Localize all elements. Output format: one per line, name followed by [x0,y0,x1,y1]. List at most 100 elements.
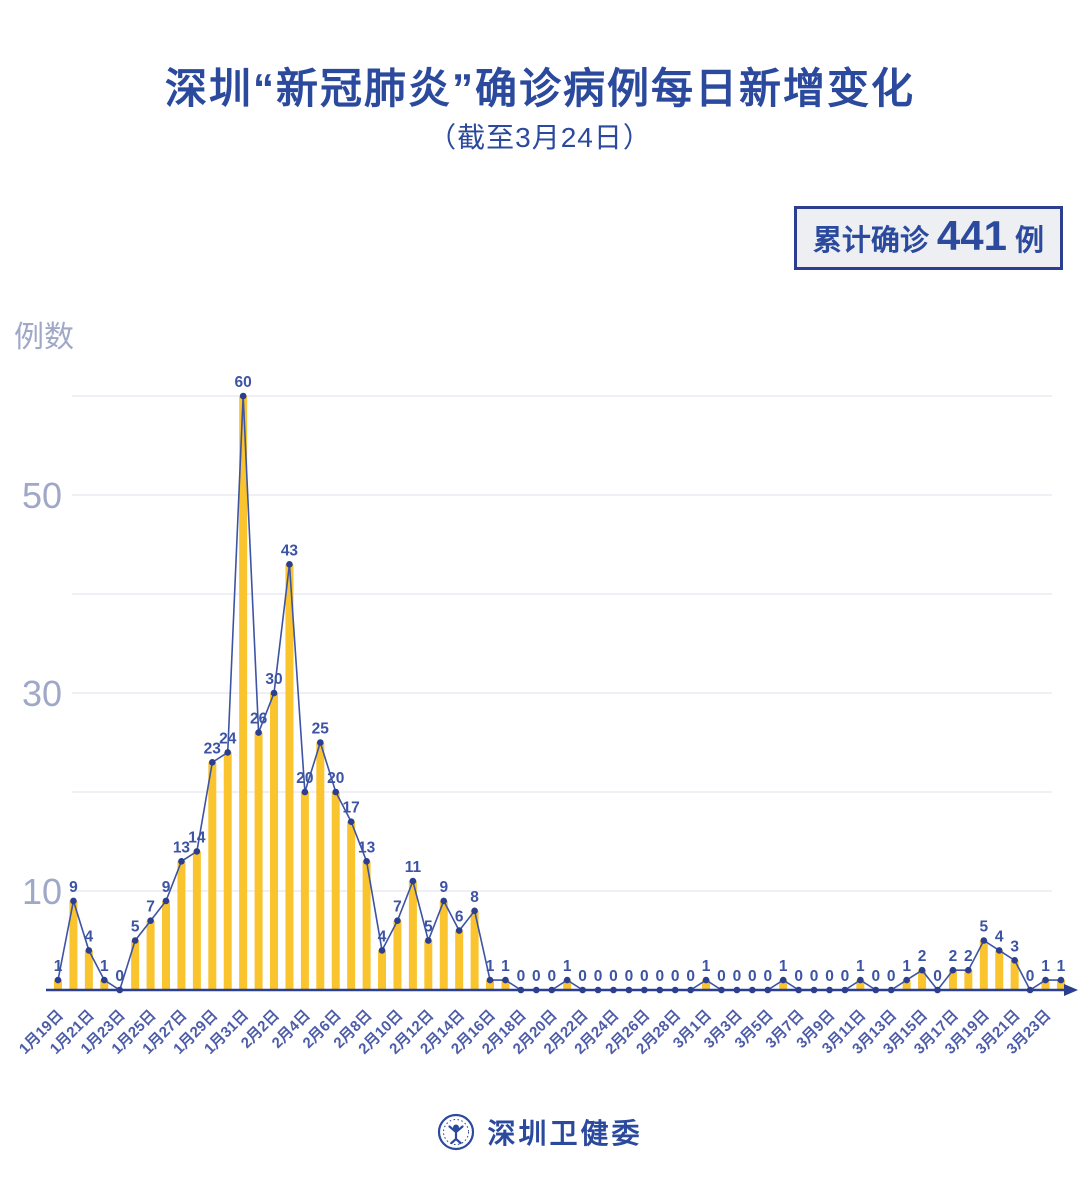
data-point [425,937,432,944]
data-point [116,986,124,994]
bar [331,792,340,990]
page-subtitle: （截至3月24日） [428,122,652,153]
data-point [378,947,386,954]
data-point [209,759,216,766]
value-label: 0 [933,968,942,985]
data-point [903,976,910,984]
value-label: 7 [393,899,402,916]
value-label: 1 [856,958,865,975]
data-point [533,986,540,994]
bar [1056,980,1065,990]
data-point [965,966,972,974]
bar [208,762,217,990]
data-point [702,976,710,984]
data-point [1042,976,1049,984]
bar [254,732,263,990]
value-label: 1 [54,958,63,975]
data-point [810,986,818,994]
value-label: 0 [686,968,695,985]
bar [177,861,186,990]
value-label: 4 [378,928,387,945]
bar [408,881,417,990]
gridlines [72,395,1052,892]
value-label: 5 [424,919,433,936]
szhc-emblem-icon [438,1113,475,1151]
bar [347,821,356,990]
data-point [147,917,154,924]
data-point [764,986,772,994]
value-label: 0 [1026,968,1035,985]
page-title: 深圳“新冠肺炎”确诊病例每日新增变化 [164,65,915,112]
value-label: 3 [1010,938,1019,955]
value-label: 1 [563,958,572,975]
bar [948,970,957,990]
bar [856,980,865,990]
data-point [394,917,401,924]
data-point [332,788,340,796]
data-point [409,877,417,885]
data-point [995,947,1003,954]
data-points [54,392,1065,994]
value-label: 8 [470,889,479,906]
data-point [548,986,556,994]
bar [902,980,911,990]
value-label: 0 [640,968,649,985]
bar [362,861,371,990]
data-point [687,986,694,994]
data-point [224,749,232,756]
data-point [887,986,895,994]
value-label: 23 [204,740,222,757]
y-tick-labels: 10 30 50 [22,475,62,912]
value-label: 4 [85,928,94,945]
value-label: 0 [871,968,880,985]
data-point [1011,957,1018,964]
data-point [1026,986,1034,994]
badge-prefix-label: 累计确诊 [812,225,929,257]
value-label: 14 [188,829,206,846]
data-point [795,986,802,994]
bar [300,792,309,990]
bar [424,940,433,990]
data-point [841,986,849,994]
value-label: 43 [281,542,299,559]
value-label: 0 [594,968,603,985]
data-point [718,986,725,994]
badge-unit-label: 例 [1014,225,1044,257]
value-label: 20 [296,770,313,787]
data-point [131,937,139,944]
value-label: 9 [162,879,171,896]
data-point [625,986,633,994]
bar [439,900,448,990]
value-label: 1 [486,958,495,975]
cumulative-total-badge: 累计确诊 441 例 [793,206,1063,270]
value-label: 26 [250,711,268,728]
bar [378,950,387,990]
value-label: 5 [131,919,140,936]
bar [779,980,788,990]
badge-count-value: 441 [936,212,1007,259]
data-point [270,689,278,697]
data-point [934,986,941,994]
data-point [255,729,262,736]
value-label: 0 [609,968,618,985]
value-label: 1 [779,958,788,975]
data-point [610,986,617,994]
data-point [733,986,741,994]
value-label: 0 [625,968,634,985]
bar [486,980,495,990]
value-label: 1 [1057,958,1066,975]
data-point [440,897,448,905]
data-point [594,986,602,994]
bar [239,396,248,990]
value-label: 0 [763,968,772,985]
bar [470,910,479,990]
data-point [1057,976,1065,984]
value-label: 0 [578,968,587,985]
bar [455,930,464,990]
data-point [70,897,77,905]
data-point [178,858,185,865]
data-point [286,561,293,568]
value-label: 0 [825,968,834,985]
